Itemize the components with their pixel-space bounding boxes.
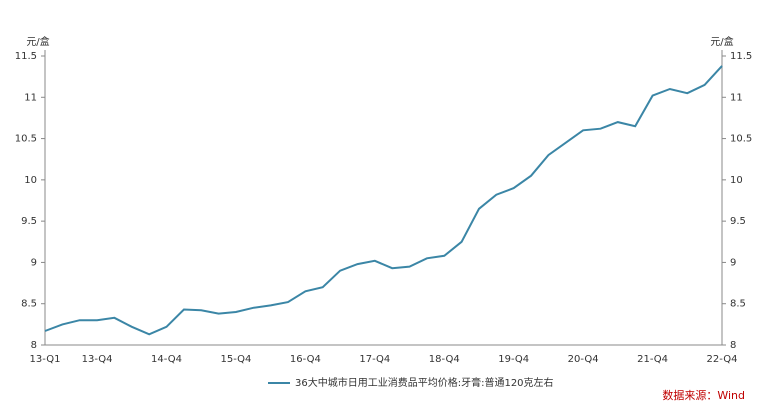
y2-tick-label: 8.5	[730, 299, 746, 310]
x-tick-label: 14-Q4	[151, 354, 182, 365]
y-tick-label: 9.5	[21, 216, 37, 227]
y-axis-unit: 元/盒	[26, 35, 49, 48]
y2-tick-label: 8	[730, 340, 736, 351]
y-tick-label: 9	[31, 257, 37, 268]
y2-tick-label: 11	[730, 92, 743, 103]
legend-label: 36大中城市日用工业消费品平均价格:牙膏:普通120克左右	[295, 376, 554, 389]
x-tick-label: 20-Q4	[568, 354, 599, 365]
y-tick-label: 11.5	[15, 51, 37, 62]
y-tick-label: 10	[24, 175, 37, 186]
x-tick-label: 18-Q4	[429, 354, 460, 365]
y-tick-label: 8.5	[21, 299, 37, 310]
data-line	[44, 65, 723, 336]
x-tick-label: 17-Q4	[359, 354, 390, 365]
y-tick-label: 8	[31, 340, 37, 351]
x-tick-label: 13-Q1	[30, 354, 61, 365]
y2-tick-label: 11.5	[730, 51, 752, 62]
x-tick-label: 13-Q4	[82, 354, 113, 365]
x-tick-label: 19-Q4	[498, 354, 529, 365]
y2-axis-unit: 元/盒	[710, 35, 733, 48]
x-tick-label: 15-Q4	[220, 354, 251, 365]
y2-tick-label: 10.5	[730, 134, 752, 145]
y2-tick-label: 9.5	[730, 216, 746, 227]
source-note: 数据来源：Wind	[662, 388, 745, 402]
y-tick-label: 11	[24, 92, 37, 103]
x-tick-label: 16-Q4	[290, 354, 321, 365]
y2-tick-label: 10	[730, 175, 743, 186]
y-tick-label: 10.5	[15, 134, 37, 145]
y2-tick-label: 9	[730, 257, 736, 268]
x-tick-label: 22-Q4	[707, 354, 738, 365]
x-tick-label: 21-Q4	[637, 354, 668, 365]
